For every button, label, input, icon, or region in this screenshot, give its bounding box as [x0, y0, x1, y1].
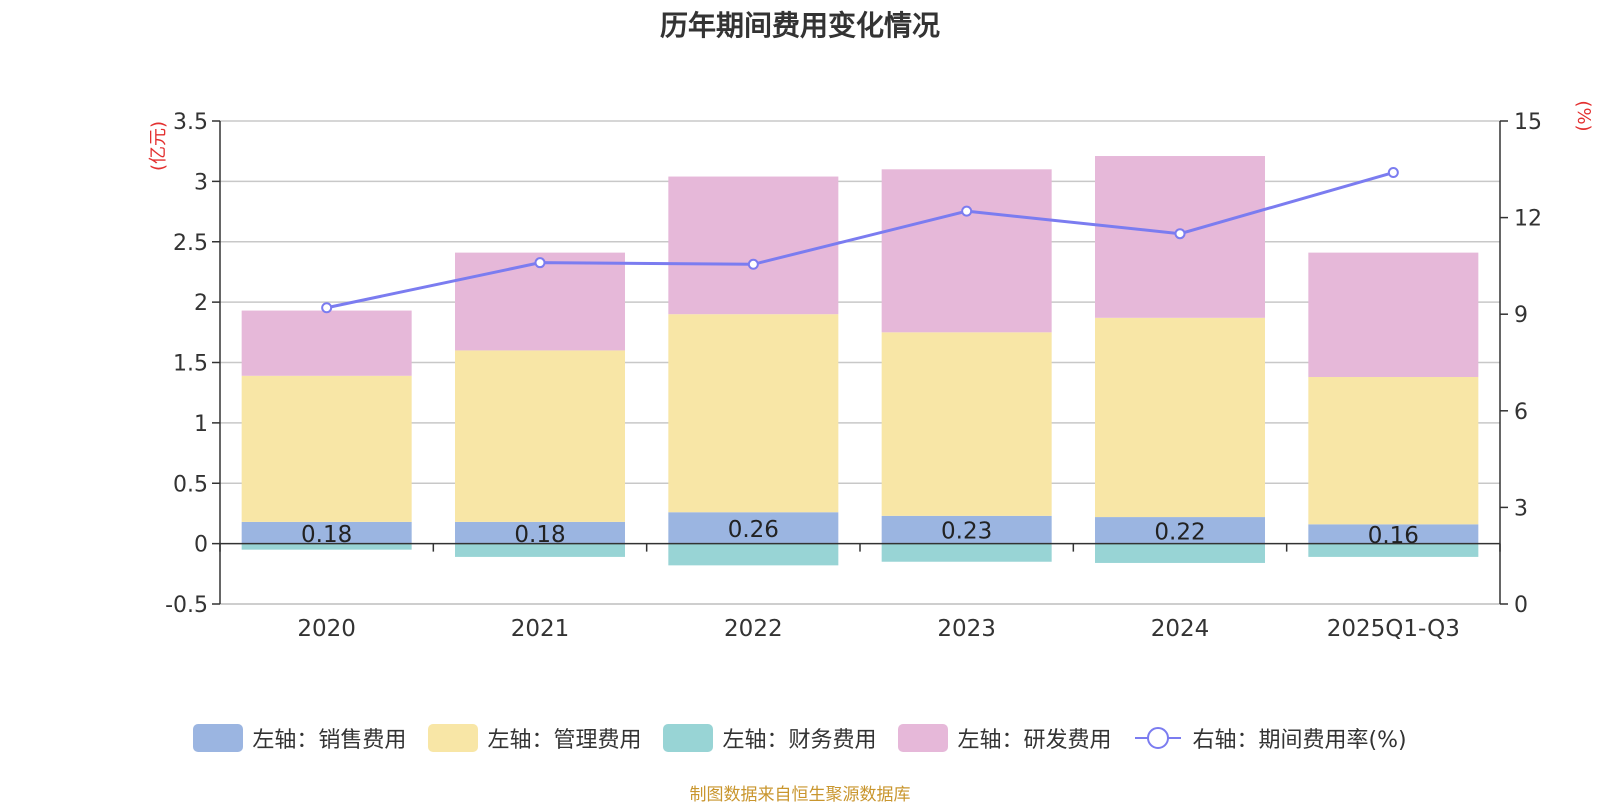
bar-finance [1308, 543, 1479, 557]
bar-rd [881, 169, 1052, 333]
bar-finance [1095, 543, 1265, 563]
y-left-tick-label: 2.5 [173, 231, 208, 256]
axes: -0.5 0 0.5 1 1.5 2 2.5 3 3.5 0 3 6 9 12 15 (亿元) (%) 2020 2… [148, 100, 1594, 642]
data-label-sales: 0.23 [941, 519, 992, 545]
legend-item-rd[interactable]: 左轴：研发费用 [898, 722, 1111, 754]
bar-finance [241, 543, 412, 550]
bar-sales [881, 515, 1052, 544]
data-label-sales: 0.18 [514, 522, 565, 548]
legend-item-finance[interactable]: 左轴：财务费用 [663, 722, 876, 754]
bar-admin [241, 375, 412, 522]
bar-admin [1095, 317, 1265, 518]
rate-point [1387, 167, 1399, 179]
bar-sales [668, 512, 839, 544]
legend-item-rate[interactable]: 右轴：期间费用率(%) [1133, 722, 1407, 754]
y-left-tick-label: 3.5 [173, 110, 208, 135]
legend-swatch [193, 724, 244, 752]
bar-sales [241, 521, 412, 544]
rate-line [321, 167, 1399, 314]
y-right-tick-label: 15 [1514, 110, 1542, 135]
x-tick-label: 2020 [297, 616, 356, 642]
bar-stacks [241, 156, 1479, 566]
data-label-sales: 0.18 [301, 522, 352, 548]
legend-item-admin[interactable]: 左轴：管理费用 [428, 722, 641, 754]
rate-point [1174, 228, 1186, 240]
x-tick-label: 2021 [511, 616, 570, 642]
data-label-sales: 0.22 [1154, 519, 1205, 545]
data-label-sales: 0.26 [728, 517, 779, 543]
bar-admin [1308, 376, 1479, 525]
y-left-tick-label: 3 [194, 170, 208, 195]
y-right-unit-label: (%) [1573, 100, 1594, 131]
bar-rd [1308, 252, 1479, 377]
legend-swatch [428, 724, 479, 752]
rate-point [961, 205, 973, 217]
bar-sales [455, 521, 625, 544]
bar-admin [668, 314, 839, 513]
y-left-tick-label: 1 [194, 412, 208, 437]
rate-line-path [326, 171, 1394, 310]
bar-finance [668, 543, 839, 566]
legend-swatch [663, 724, 714, 752]
data-labels: 0.18 0.18 0.26 0.23 0.22 0.16 [301, 517, 1419, 549]
legend-label: 左轴：研发费用 [957, 728, 1112, 753]
chart: -0.5 0 0.5 1 1.5 2 2.5 3 3.5 0 3 6 9 12 15 (亿元) (%) 2020 2… [148, 100, 1594, 642]
legend-line-swatch [1135, 727, 1182, 749]
bar-finance [455, 543, 625, 557]
x-tick-label: 2023 [937, 616, 996, 642]
y-right-tick-label: 0 [1514, 593, 1528, 618]
y-right-tick-label: 12 [1514, 207, 1542, 232]
bar-sales [1095, 517, 1265, 544]
y-left-tick-label: 0.5 [173, 472, 208, 497]
rate-point [534, 257, 546, 269]
y-right-tick-label: 9 [1514, 303, 1528, 328]
x-tick-label: 2024 [1151, 616, 1210, 642]
legend-label: 左轴：管理费用 [487, 728, 642, 753]
bar-admin [455, 350, 625, 522]
rate-point [747, 258, 759, 270]
y-left-tick-label: -0.5 [165, 593, 208, 618]
bar-admin [881, 332, 1052, 516]
bar-finance [881, 543, 1052, 562]
rate-point [321, 302, 333, 314]
data-label-sales: 0.16 [1368, 523, 1419, 549]
bar-rd [241, 310, 412, 376]
bar-rd [455, 252, 625, 351]
x-tick-label: 2025Q1-Q3 [1327, 616, 1460, 642]
x-tick-label: 2022 [724, 616, 783, 642]
legend: 左轴：销售费用 左轴：管理费用 左轴：财务费用 左轴：研发费用 右轴：期间费用率(%) [0, 722, 1600, 754]
legend-item-sales[interactable]: 左轴：销售费用 [193, 722, 406, 754]
bar-sales [1308, 524, 1479, 544]
y-left-tick-label: 1.5 [173, 352, 208, 377]
legend-label: 右轴：期间费用率(%) [1192, 728, 1407, 753]
chart-title: 历年期间费用变化情况 [659, 9, 940, 42]
y-left-tick-label: 2 [194, 291, 208, 316]
legend-label: 左轴：财务费用 [722, 728, 877, 753]
y-right-tick-label: 3 [1514, 496, 1528, 521]
bar-rd [668, 176, 839, 315]
y-left-tick-label: 0 [194, 533, 208, 558]
legend-label: 左轴：销售费用 [252, 728, 407, 753]
source-note: 制图数据来自恒生聚源数据库 [689, 785, 911, 805]
y-left-unit-label: (亿元) [148, 121, 169, 171]
legend-swatch [898, 724, 949, 752]
y-right-tick-label: 6 [1514, 400, 1528, 425]
gridlines [220, 120, 1500, 605]
